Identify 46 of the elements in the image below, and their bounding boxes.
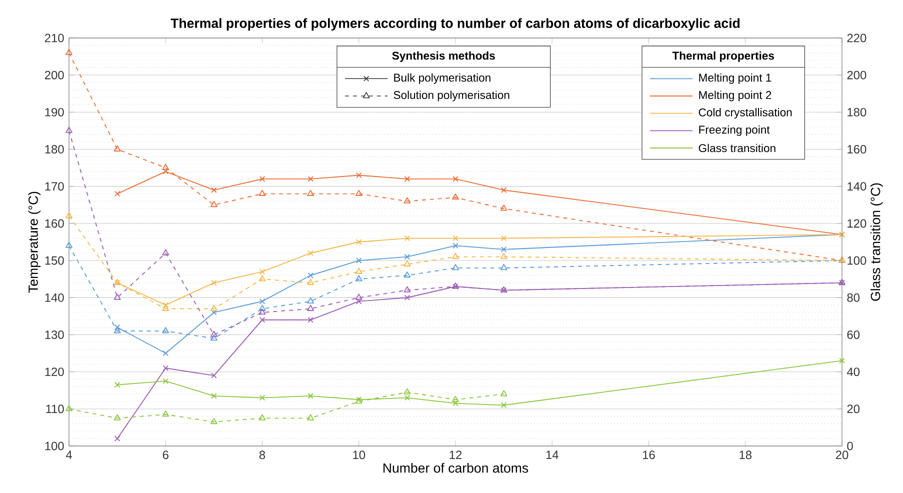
- y-tick-label: 190: [45, 108, 64, 116]
- y2-tick-label: 160: [848, 145, 866, 154]
- y2-tick-label: 200: [847, 70, 866, 80]
- y-tick-label: 150: [45, 256, 64, 265]
- y2-tick-label: 60: [847, 330, 860, 339]
- y-tick-label: 130: [45, 330, 64, 339]
- x-tick-label: 16: [643, 450, 655, 460]
- y-tick-label: 180: [45, 145, 64, 154]
- y2-tick-label: 120: [848, 219, 866, 228]
- y2-tick-label: 40: [846, 368, 860, 376]
- y2-tick-label: 180: [848, 108, 866, 116]
- annotation: Synthesis methods: [392, 51, 495, 62]
- y2-tick-label: 80: [847, 293, 860, 302]
- y2-tick-label: 140: [848, 182, 866, 191]
- x-tick-label: 20: [836, 450, 848, 460]
- legend-label: Glass transition: [698, 144, 776, 152]
- y-tick-label: 140: [45, 293, 64, 302]
- y-tick-label: 170: [45, 182, 64, 191]
- y-tick-label: 200: [44, 70, 64, 80]
- legend-label: Freezing point: [699, 125, 770, 136]
- y-tick-label: 160: [45, 219, 64, 228]
- y2-tick-label: 100: [848, 256, 866, 265]
- y-tick-label: 110: [46, 404, 64, 414]
- y-tick-label: 120: [45, 368, 64, 376]
- annotation: Solution polymerisation: [394, 90, 510, 102]
- y-tick-label: 210: [44, 34, 64, 42]
- chart-title: Thermal properties of polymers according to number of carbon atoms of dicarboxylic acid: [170, 18, 740, 31]
- x-tick-label: 18: [740, 450, 752, 460]
- y2-tick-label: 20: [847, 404, 860, 414]
- y2-axis-title: Glass transition (°C): [870, 183, 883, 301]
- x-axis-title: Number of carbon atoms: [383, 462, 528, 473]
- legend-label: Cold crystallisation: [698, 108, 792, 119]
- legend-label: Melting point 2: [699, 90, 772, 102]
- y2-tick-label: 0: [847, 442, 853, 450]
- y2-tick-label: 220: [847, 34, 866, 42]
- y-axis-title: Temperature (°C): [28, 192, 41, 293]
- x-tick-label: 4: [66, 450, 72, 459]
- x-tick-label: 10: [353, 450, 366, 460]
- legend-label: Melting point 1: [699, 73, 772, 84]
- x-tick-label: 8: [259, 450, 266, 460]
- legend-title: Thermal properties: [672, 51, 774, 62]
- x-tick-label: 6: [162, 450, 168, 460]
- y-tick-label: 100: [45, 442, 64, 450]
- annotation: Bulk polymerisation: [394, 73, 490, 84]
- x-tick-label: 14: [546, 450, 558, 459]
- x-tick-label: 12: [450, 450, 462, 460]
